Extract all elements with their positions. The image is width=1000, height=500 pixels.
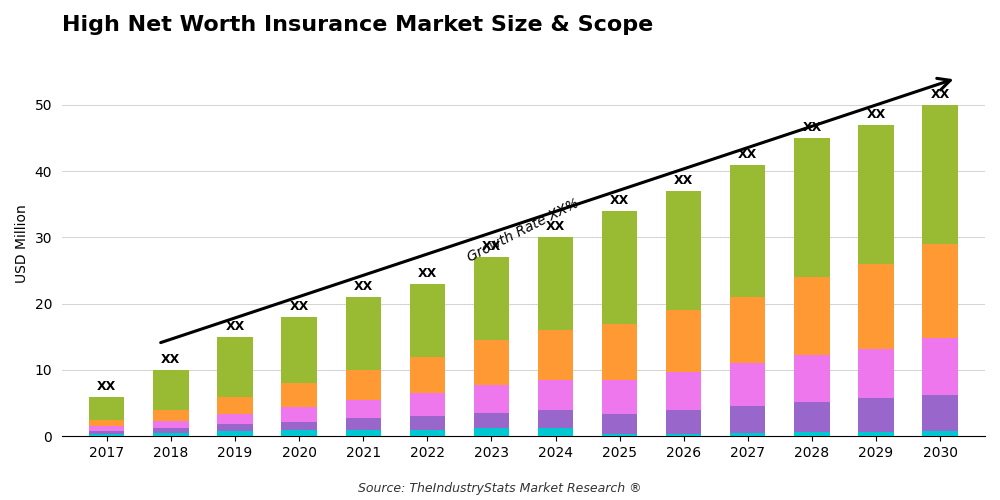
Text: XX: XX	[866, 108, 886, 121]
Text: XX: XX	[289, 300, 309, 313]
Bar	[666, 310, 701, 372]
Bar	[538, 410, 573, 428]
Text: XX: XX	[931, 88, 950, 101]
Bar	[474, 340, 509, 384]
Bar	[794, 138, 830, 277]
Bar	[346, 370, 381, 400]
Y-axis label: USD Million: USD Million	[15, 204, 29, 284]
Bar	[602, 434, 637, 436]
Text: XX: XX	[546, 220, 565, 234]
Bar	[474, 258, 509, 340]
Bar	[858, 124, 894, 264]
Bar	[474, 428, 509, 436]
Bar	[666, 434, 701, 436]
Bar	[217, 337, 253, 396]
Bar	[922, 105, 958, 244]
Bar	[538, 238, 573, 330]
Bar	[89, 396, 124, 419]
Bar	[153, 370, 189, 410]
Text: XX: XX	[802, 121, 822, 134]
Text: XX: XX	[161, 353, 181, 366]
Bar	[410, 356, 445, 393]
Bar	[794, 277, 830, 354]
Bar	[410, 284, 445, 356]
Text: XX: XX	[610, 194, 629, 207]
Bar	[666, 410, 701, 434]
Bar	[346, 430, 381, 436]
Bar	[602, 324, 637, 380]
Bar	[794, 354, 830, 403]
Text: XX: XX	[738, 148, 757, 160]
Bar	[858, 264, 894, 349]
Bar	[474, 384, 509, 413]
Text: Source: TheIndustryStats Market Research ®: Source: TheIndustryStats Market Research…	[358, 482, 642, 495]
Bar	[602, 414, 637, 434]
Bar	[153, 421, 189, 428]
Bar	[217, 424, 253, 431]
Bar	[410, 430, 445, 436]
Bar	[153, 433, 189, 436]
Bar	[858, 349, 894, 399]
Text: XX: XX	[674, 174, 693, 187]
Bar	[281, 430, 317, 436]
Bar	[474, 413, 509, 428]
Bar	[89, 431, 124, 434]
Text: The Industry Stats: The Industry Stats	[882, 38, 984, 48]
Bar	[410, 416, 445, 430]
Bar	[89, 426, 124, 431]
Bar	[922, 431, 958, 436]
Bar	[153, 428, 189, 433]
Bar	[410, 393, 445, 416]
Bar	[281, 384, 317, 407]
Bar	[730, 406, 765, 433]
Text: XX: XX	[97, 380, 116, 392]
Bar	[922, 394, 958, 431]
Bar	[858, 398, 894, 432]
Bar	[922, 244, 958, 338]
Bar	[538, 380, 573, 410]
Bar	[730, 297, 765, 364]
Bar	[794, 402, 830, 432]
Bar	[922, 338, 958, 394]
Bar	[217, 396, 253, 414]
Bar	[217, 414, 253, 424]
Bar	[730, 433, 765, 436]
Bar	[858, 432, 894, 436]
Bar	[346, 418, 381, 430]
Bar	[217, 431, 253, 436]
Bar	[281, 422, 317, 430]
Bar	[538, 428, 573, 436]
Text: XX: XX	[482, 240, 501, 254]
Bar	[153, 410, 189, 421]
Bar	[89, 434, 124, 436]
Bar	[794, 432, 830, 436]
Bar	[602, 380, 637, 414]
Text: XX: XX	[225, 320, 245, 333]
Text: market research: market research	[882, 59, 951, 68]
Bar	[730, 364, 765, 406]
Text: XX: XX	[354, 280, 373, 293]
Bar	[89, 420, 124, 426]
Bar	[346, 297, 381, 370]
Text: XX: XX	[418, 267, 437, 280]
Text: High Net Worth Insurance Market Size & Scope: High Net Worth Insurance Market Size & S…	[62, 15, 653, 35]
Bar	[666, 372, 701, 410]
Bar	[346, 400, 381, 418]
Bar	[666, 191, 701, 310]
Bar	[281, 317, 317, 384]
Bar	[602, 211, 637, 324]
Bar	[730, 164, 765, 297]
Bar	[538, 330, 573, 380]
Text: Growth Rate XX%: Growth Rate XX%	[465, 196, 582, 265]
Bar	[281, 407, 317, 422]
